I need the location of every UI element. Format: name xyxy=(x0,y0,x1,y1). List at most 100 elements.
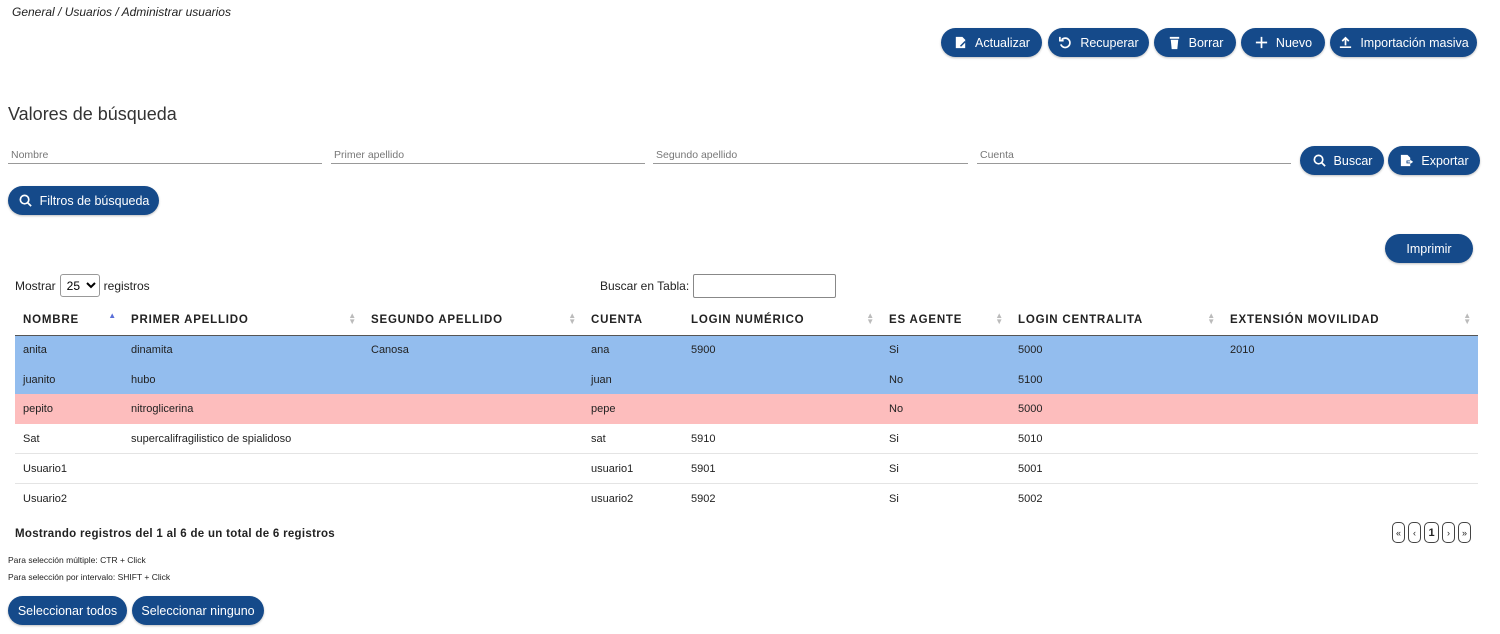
account-field[interactable] xyxy=(977,145,1291,164)
search-icon xyxy=(19,194,32,207)
table-cell xyxy=(1222,483,1478,513)
table-cell: nitroglicerina xyxy=(123,394,363,425)
recover-button[interactable]: Recuperar xyxy=(1048,28,1149,57)
table-row[interactable]: pepito nitroglicerina pepe No 5000 xyxy=(15,394,1478,425)
table-cell xyxy=(1222,364,1478,395)
table-cell: usuario2 xyxy=(591,492,634,505)
search-filters-label: Filtros de búsqueda xyxy=(39,193,150,208)
table-row[interactable]: anita dinamita Canosa ana 5900 Si 5000 2010 xyxy=(15,335,1478,365)
column-header-label: Nombre xyxy=(23,313,79,326)
delete-label: Borrar xyxy=(1188,35,1224,50)
table-cell: 5002 xyxy=(1018,492,1043,505)
table-cell xyxy=(363,453,583,484)
column-header[interactable]: Primer apellido ▲ ▼ xyxy=(123,305,363,336)
page-1-button[interactable]: 1 xyxy=(1424,522,1439,543)
table-cell: No xyxy=(881,394,1010,425)
sort-icon: ▲ ▼ xyxy=(1463,311,1472,326)
table-cell: 5902 xyxy=(691,492,716,505)
table-cell: Usuario2 xyxy=(23,492,68,505)
search-section-title: Valores de búsqueda xyxy=(8,104,177,124)
table-cell: Sat xyxy=(15,424,123,455)
records-label: registros xyxy=(103,278,150,293)
first-surname-input[interactable] xyxy=(331,149,645,161)
table-cell: pepe xyxy=(583,394,683,425)
breadcrumb: General / Usuarios / Administrar usuario… xyxy=(12,5,231,19)
next-page-button[interactable]: › xyxy=(1442,522,1455,543)
second-surname-input[interactable] xyxy=(653,149,968,161)
table-cell: Canosa xyxy=(363,335,583,365)
table-cell: Si xyxy=(889,492,899,505)
column-header[interactable]: Segundo apellido ▲ ▼ xyxy=(363,305,583,336)
column-header[interactable]: Es agente ▲ ▼ xyxy=(881,305,1010,336)
column-header[interactable]: Cuenta xyxy=(583,305,683,336)
table-cell: dinamita xyxy=(123,335,363,365)
users-table: Nombre ▲ Primer apellido ▲ ▼ Segundo apelli… xyxy=(15,305,1478,513)
sort-icon: ▲ ▼ xyxy=(866,311,875,326)
table-cell xyxy=(1222,394,1478,425)
column-header[interactable]: Login numérico ▲ ▼ xyxy=(683,305,881,336)
table-header-row: Nombre ▲ Primer apellido ▲ ▼ Segundo apelli… xyxy=(15,305,1478,336)
select-all-button[interactable]: Seleccionar todos xyxy=(8,596,127,625)
name-field[interactable] xyxy=(8,145,322,164)
undo-icon xyxy=(1059,36,1072,49)
table-cell xyxy=(123,453,363,484)
export-label: Exportar xyxy=(1421,153,1469,168)
bulk-import-label: Importación masiva xyxy=(1360,35,1469,50)
name-input[interactable] xyxy=(8,149,322,161)
new-button[interactable]: Nuevo xyxy=(1241,28,1325,57)
search-icon xyxy=(1313,154,1326,167)
table-cell: hubo xyxy=(123,364,363,395)
column-header[interactable]: Nombre ▲ xyxy=(15,305,123,336)
range-select-hint: Para selección por intervalo: SHIFT + Cl… xyxy=(8,572,171,582)
table-cell: 5010 xyxy=(1010,424,1222,455)
select-none-button[interactable]: Seleccionar ninguno xyxy=(132,596,264,625)
table-cell: 5910 xyxy=(683,424,881,455)
table-cell: 5901 xyxy=(683,453,881,484)
first-page-button[interactable]: « xyxy=(1392,522,1405,543)
table-cell xyxy=(363,483,583,513)
page-size-control: Mostrar 25 registros xyxy=(15,274,150,297)
table-cell xyxy=(683,394,881,425)
prev-page-button[interactable]: ‹ xyxy=(1408,522,1421,543)
column-header-label: Extensión movilidad xyxy=(1230,313,1380,326)
table-cell: anita xyxy=(15,335,123,365)
refresh-button[interactable]: Actualizar xyxy=(941,28,1042,57)
bulk-import-button[interactable]: Importación masiva xyxy=(1330,28,1477,57)
table-cell: Si xyxy=(881,424,1010,455)
select-all-label: Seleccionar todos xyxy=(17,603,118,618)
table-cell: 2010 xyxy=(1222,335,1478,365)
delete-button[interactable]: Borrar xyxy=(1154,28,1236,57)
table-cell: supercalifragilistico de spialidoso xyxy=(123,424,363,455)
table-cell: juan xyxy=(583,364,683,395)
table-cell: sat xyxy=(583,424,683,455)
table-cell xyxy=(363,394,583,425)
table-row[interactable]: Usuario1 usuario1 5901 Si 5001 xyxy=(15,453,1478,484)
table-search-input[interactable] xyxy=(693,274,837,298)
column-header[interactable]: Login centralita ▲ ▼ xyxy=(1010,305,1222,336)
search-filters-button[interactable]: Filtros de búsqueda xyxy=(8,186,159,215)
page-size-select[interactable]: 25 xyxy=(59,274,100,297)
first-surname-field[interactable] xyxy=(331,145,645,164)
print-button[interactable]: Imprimir xyxy=(1385,234,1473,263)
edit-document-icon xyxy=(955,36,966,49)
table-cell xyxy=(123,483,363,513)
pagination: « ‹ 1 › » xyxy=(1392,522,1471,543)
column-header[interactable]: Extensión movilidad ▲ ▼ xyxy=(1222,305,1478,336)
search-button[interactable]: Buscar xyxy=(1300,146,1384,175)
refresh-label: Actualizar xyxy=(975,35,1030,50)
table-row[interactable]: Usuario2 usuario2 5902 Si 5002 xyxy=(15,483,1478,513)
column-header-label: Primer apellido xyxy=(131,313,249,326)
table-cell: ana xyxy=(583,335,683,365)
table-row[interactable]: Sat supercalifragilistico de spialidoso sa… xyxy=(15,424,1478,455)
account-input[interactable] xyxy=(977,149,1291,161)
last-page-button[interactable]: » xyxy=(1458,522,1471,543)
export-button[interactable]: Exportar xyxy=(1388,146,1480,175)
second-surname-field[interactable] xyxy=(653,145,968,164)
table-cell xyxy=(1222,424,1478,455)
trash-icon xyxy=(1169,36,1179,50)
show-label: Mostrar xyxy=(15,278,56,293)
select-none-label: Seleccionar ninguno xyxy=(141,603,255,618)
records-summary: Mostrando registros del 1 al 6 de un tot… xyxy=(15,528,336,540)
table-row[interactable]: juanito hubo juan No 5100 xyxy=(15,364,1478,395)
table-cell: pepito xyxy=(15,394,123,425)
